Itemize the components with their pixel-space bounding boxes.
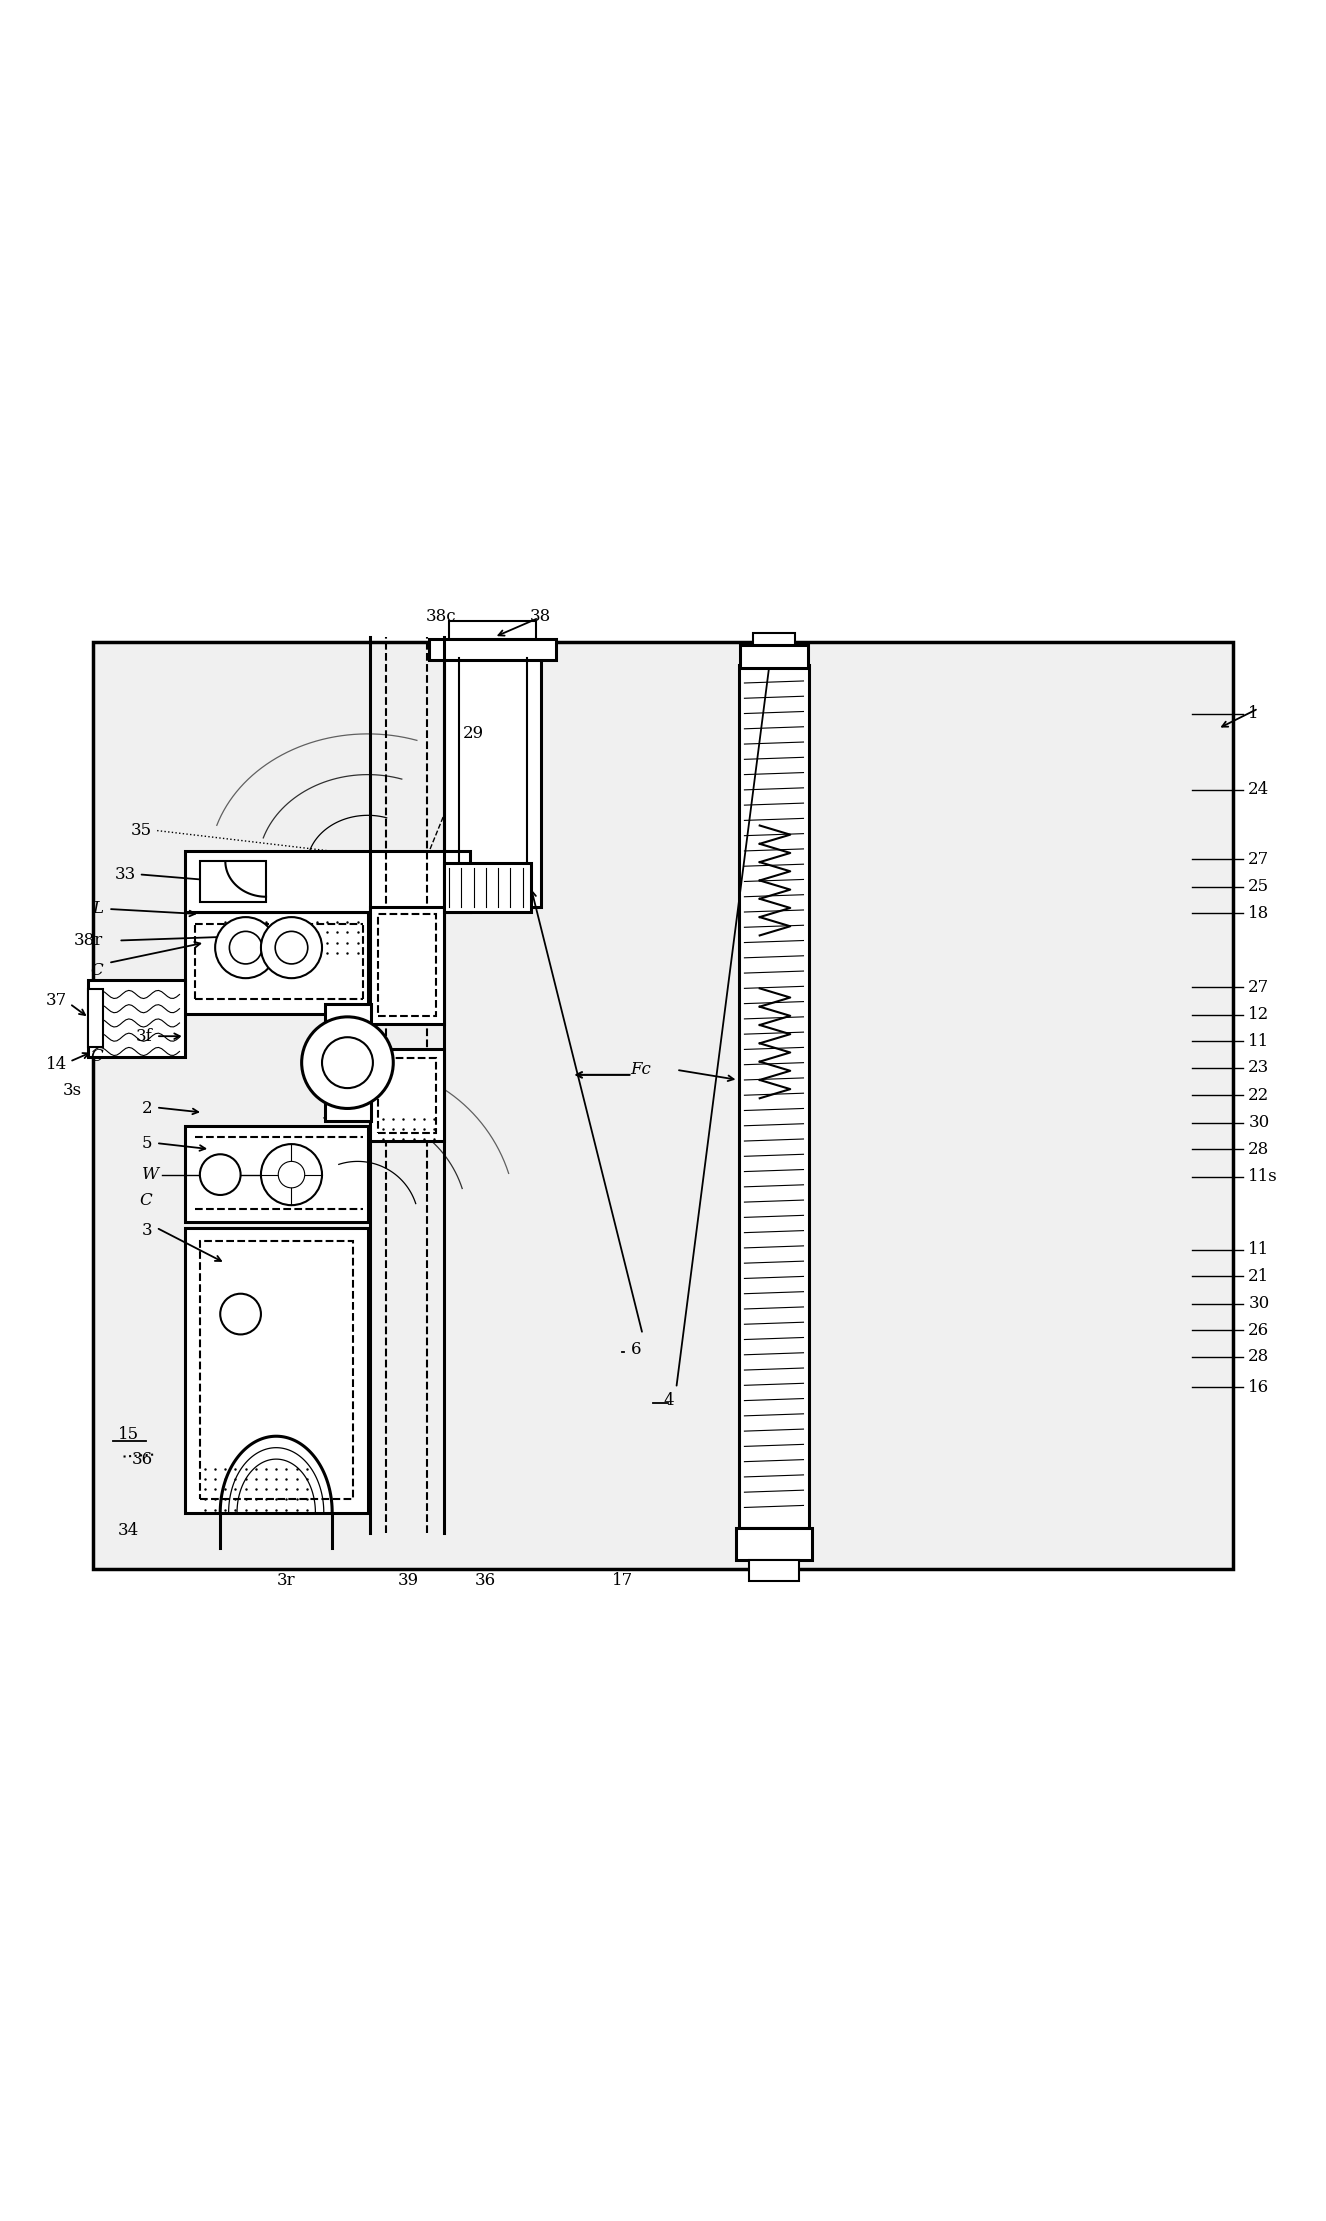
Text: 16: 16 — [1248, 1379, 1269, 1395]
Text: 14: 14 — [46, 1057, 68, 1073]
Text: C: C — [90, 962, 103, 979]
Bar — [325, 1004, 371, 1122]
Text: 39: 39 — [398, 1572, 419, 1590]
Text: 15: 15 — [118, 1426, 139, 1444]
Text: 3: 3 — [142, 1222, 152, 1239]
Text: 22: 22 — [1248, 1086, 1269, 1104]
Text: 6: 6 — [630, 1341, 640, 1359]
Text: 3f: 3f — [135, 1028, 152, 1044]
Text: 3r: 3r — [277, 1572, 296, 1590]
Bar — [428, 640, 556, 660]
Text: Fc: Fc — [630, 1062, 651, 1077]
Text: 12: 12 — [1248, 1006, 1269, 1024]
Text: 28: 28 — [1248, 1142, 1269, 1157]
Text: 35: 35 — [131, 822, 152, 840]
Bar — [740, 646, 808, 669]
Text: 5: 5 — [142, 1135, 152, 1150]
Text: 23: 23 — [1248, 1059, 1269, 1077]
Text: 29: 29 — [463, 726, 484, 742]
Bar — [88, 979, 184, 1057]
Text: 1: 1 — [1248, 704, 1258, 722]
Text: 33: 33 — [114, 866, 135, 884]
Circle shape — [278, 1162, 305, 1188]
Text: 36: 36 — [475, 1572, 496, 1590]
Bar — [444, 657, 541, 906]
Text: 38r: 38r — [74, 933, 103, 948]
Text: 4: 4 — [663, 1393, 674, 1408]
Circle shape — [200, 1155, 240, 1195]
Circle shape — [276, 931, 308, 964]
Circle shape — [301, 1017, 394, 1108]
Bar — [184, 913, 367, 1013]
Bar — [753, 633, 796, 646]
Text: 27: 27 — [1248, 979, 1269, 995]
Bar — [184, 1126, 367, 1222]
Circle shape — [215, 917, 276, 977]
Text: C: C — [90, 1048, 103, 1066]
Text: 36: 36 — [131, 1450, 152, 1468]
Bar — [736, 1528, 812, 1561]
Bar — [444, 864, 530, 913]
Text: 28: 28 — [1248, 1348, 1269, 1366]
Bar — [370, 1051, 444, 1142]
Bar — [200, 862, 267, 902]
Bar — [200, 1242, 353, 1499]
Text: 17: 17 — [611, 1572, 633, 1590]
Bar — [740, 664, 809, 1528]
Bar — [748, 1561, 800, 1581]
Bar — [93, 642, 1233, 1568]
Text: 11: 11 — [1248, 1242, 1269, 1259]
Circle shape — [261, 917, 322, 977]
Bar — [378, 1057, 436, 1133]
Bar — [88, 988, 103, 1048]
Text: C: C — [139, 1193, 152, 1208]
Text: L: L — [93, 900, 103, 917]
Text: 27: 27 — [1248, 851, 1269, 868]
Text: 30: 30 — [1248, 1295, 1269, 1313]
Text: 3s: 3s — [62, 1082, 82, 1099]
Text: W: W — [142, 1166, 159, 1184]
Bar — [184, 851, 469, 913]
Text: 11s: 11s — [1248, 1168, 1278, 1186]
Text: 18: 18 — [1248, 904, 1269, 922]
Text: 11: 11 — [1248, 1033, 1269, 1051]
Text: 38c: 38c — [426, 609, 456, 626]
Text: 34: 34 — [118, 1521, 139, 1539]
Bar — [370, 906, 444, 1024]
Text: 37: 37 — [46, 993, 68, 1008]
Bar — [184, 1228, 367, 1513]
Circle shape — [261, 1144, 322, 1206]
Circle shape — [322, 1037, 373, 1088]
Bar — [450, 622, 536, 640]
Text: 25: 25 — [1248, 877, 1269, 895]
Text: 26: 26 — [1248, 1321, 1269, 1339]
Circle shape — [220, 1293, 261, 1335]
Text: 21: 21 — [1248, 1268, 1269, 1286]
Circle shape — [229, 931, 263, 964]
Text: 30: 30 — [1248, 1115, 1269, 1130]
Text: 2: 2 — [142, 1099, 152, 1117]
Text: 38: 38 — [530, 609, 552, 626]
Bar — [378, 915, 436, 1015]
Text: 24: 24 — [1248, 782, 1269, 797]
